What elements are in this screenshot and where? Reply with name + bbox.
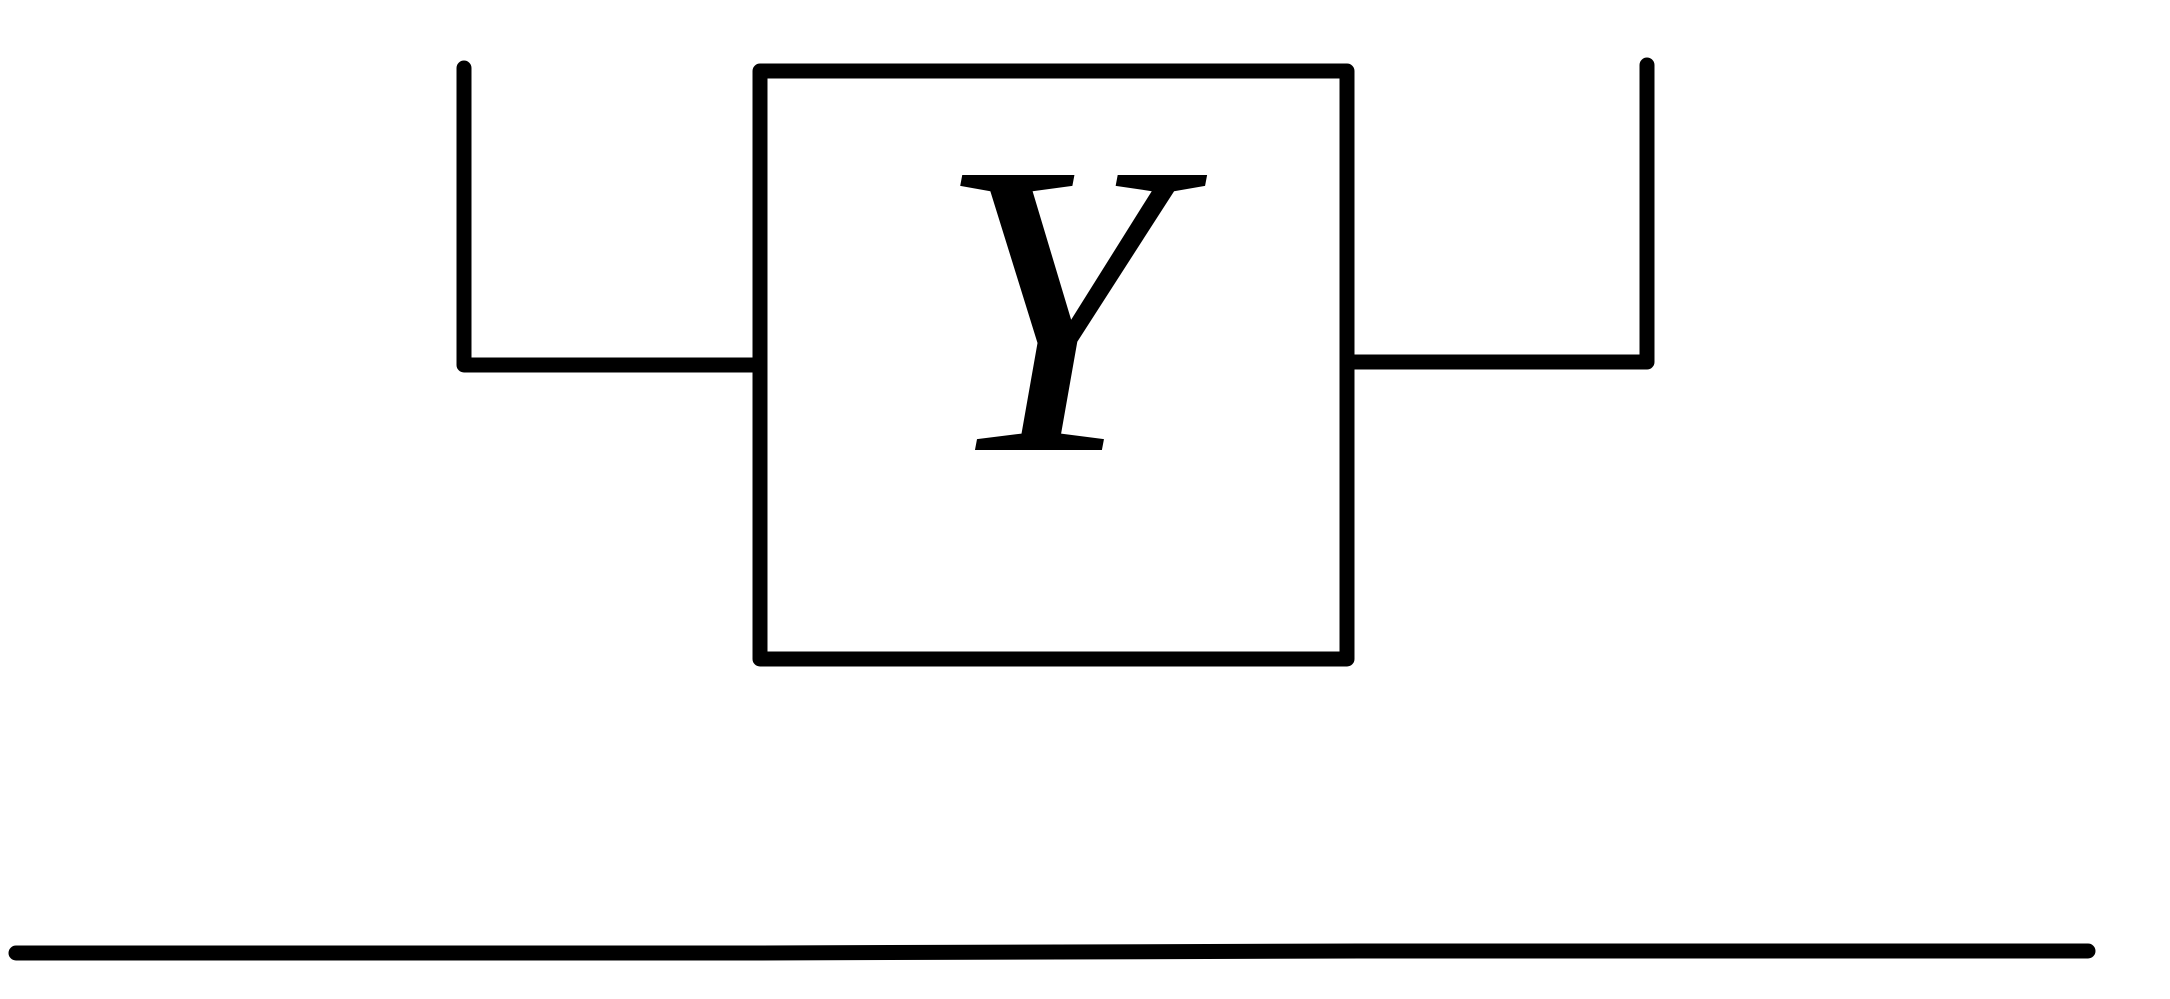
left-wire: [456, 60, 765, 373]
baseline: [8, 943, 2096, 961]
right-wire: [1341, 57, 1655, 370]
y-box-label: Y: [936, 76, 1212, 541]
y-box: [752, 63, 1355, 667]
